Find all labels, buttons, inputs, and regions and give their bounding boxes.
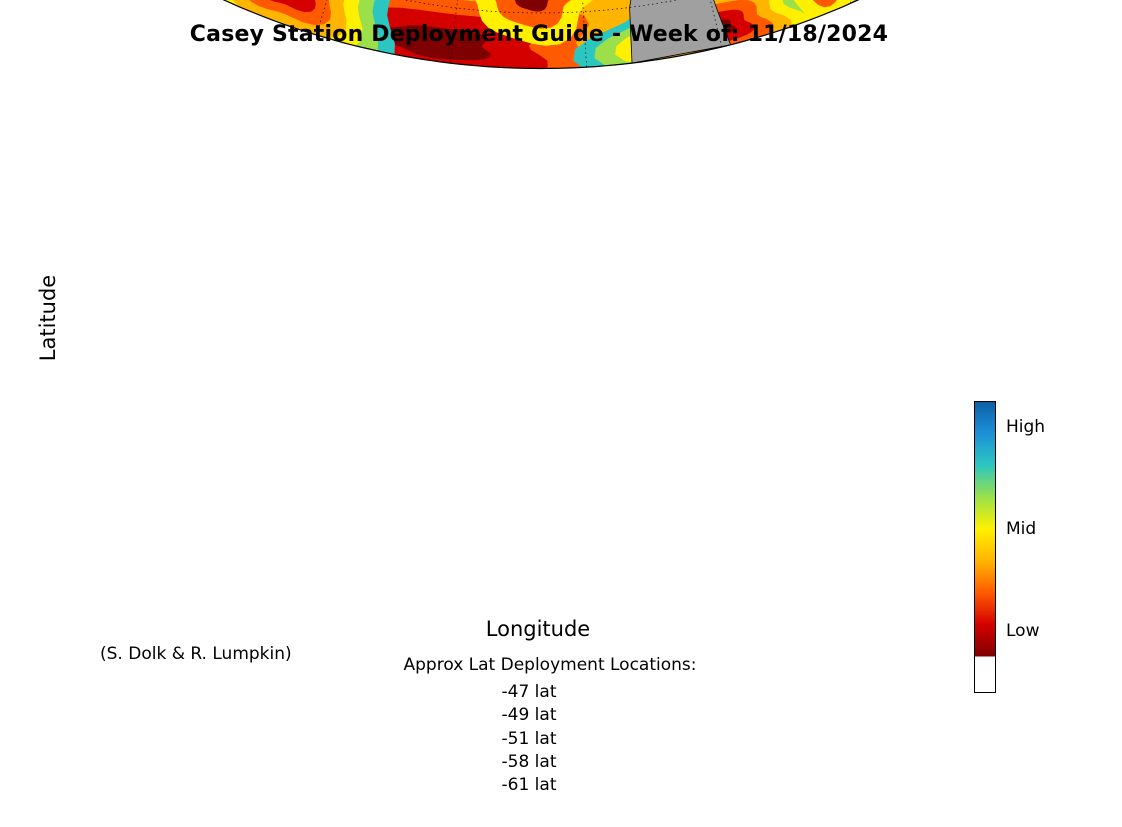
colorbar [974, 401, 996, 693]
colorbar-ice-swatch [974, 656, 996, 693]
deployment-location: -47 lat [501, 682, 557, 702]
field-patch [365, 25, 491, 61]
credit-text: (S. Dolk & R. Lumpkin) [100, 644, 292, 664]
x-axis-label: Longitude [485, 617, 591, 641]
y-axis-label: Latitude [36, 274, 60, 362]
colorbar-gradient [974, 401, 996, 657]
field-patch [485, 0, 581, 29]
colorbar-label-low: Low [1006, 621, 1040, 641]
map-frame [222, 0, 860, 70]
lat-gridline [214, 0, 868, 14]
field-patch [462, 0, 605, 46]
deployment-heading: Approx Lat Deployment Locations: [403, 655, 697, 675]
deployment-list: -47 lat -49 lat -51 lat -58 lat -61 lat [502, 681, 557, 797]
field-patch [508, 0, 557, 12]
deployment-location: -61 lat [501, 775, 557, 796]
colorbar-label-high: High [1006, 417, 1046, 437]
page-title: Casey Station Deployment Guide - Week of… [189, 22, 889, 47]
deployment-location: -49 lat [501, 705, 557, 726]
deployment-location: -58 lat [501, 751, 557, 772]
deployment-location: -51 lat [501, 728, 557, 749]
map-gridlines [214, 0, 868, 68]
colorbar-label-mid: Mid [1006, 519, 1037, 539]
colorbar-frame [974, 401, 996, 693]
australia-landmass [629, 0, 732, 64]
